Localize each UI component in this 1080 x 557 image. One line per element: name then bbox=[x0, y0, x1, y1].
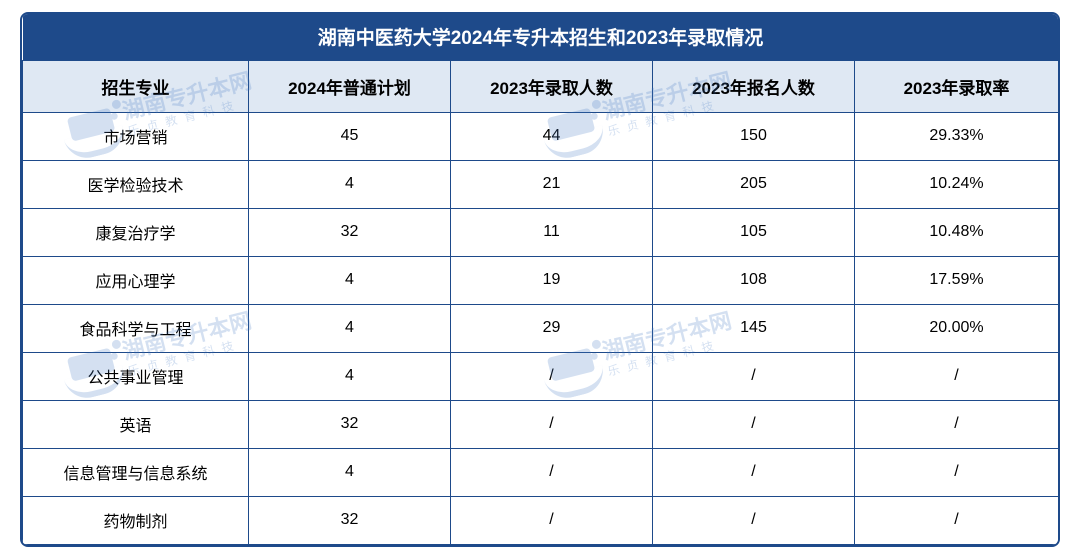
col-header-0: 招生专业 bbox=[23, 60, 249, 112]
table-head: 湖南中医药大学2024年专升本招生和2023年录取情况 招生专业 2024年普通… bbox=[23, 14, 1059, 112]
table-cell: / bbox=[855, 448, 1059, 496]
table-cell: 105 bbox=[653, 208, 855, 256]
table-cell: 英语 bbox=[23, 400, 249, 448]
table-row: 信息管理与信息系统4/// bbox=[23, 448, 1059, 496]
table-cell: / bbox=[653, 496, 855, 544]
table-cell: / bbox=[451, 496, 653, 544]
table-cell: / bbox=[451, 352, 653, 400]
table-cell: 康复治疗学 bbox=[23, 208, 249, 256]
table-cell: 20.00% bbox=[855, 304, 1059, 352]
table-cell: 32 bbox=[249, 400, 451, 448]
col-header-4: 2023年录取率 bbox=[855, 60, 1059, 112]
table-cell: 32 bbox=[249, 496, 451, 544]
table-cell: / bbox=[855, 352, 1059, 400]
table-cell: / bbox=[451, 448, 653, 496]
col-header-3: 2023年报名人数 bbox=[653, 60, 855, 112]
table-cell: 17.59% bbox=[855, 256, 1059, 304]
admission-table-container: 湖南中医药大学2024年专升本招生和2023年录取情况 招生专业 2024年普通… bbox=[22, 14, 1058, 545]
table-cell: / bbox=[451, 400, 653, 448]
table-cell: 药物制剂 bbox=[23, 496, 249, 544]
table-cell: 29 bbox=[451, 304, 653, 352]
table-cell: 44 bbox=[451, 112, 653, 160]
admission-table: 湖南中医药大学2024年专升本招生和2023年录取情况 招生专业 2024年普通… bbox=[22, 14, 1058, 545]
table-row: 食品科学与工程42914520.00% bbox=[23, 304, 1059, 352]
table-cell: 市场营销 bbox=[23, 112, 249, 160]
table-row: 医学检验技术42120510.24% bbox=[23, 160, 1059, 208]
table-cell: 29.33% bbox=[855, 112, 1059, 160]
col-header-1: 2024年普通计划 bbox=[249, 60, 451, 112]
table-cell: 10.48% bbox=[855, 208, 1059, 256]
table-row: 药物制剂32/// bbox=[23, 496, 1059, 544]
table-cell: 医学检验技术 bbox=[23, 160, 249, 208]
table-row: 公共事业管理4/// bbox=[23, 352, 1059, 400]
table-cell: 32 bbox=[249, 208, 451, 256]
table-cell: 公共事业管理 bbox=[23, 352, 249, 400]
title-row: 湖南中医药大学2024年专升本招生和2023年录取情况 bbox=[23, 14, 1059, 60]
table-row: 应用心理学41910817.59% bbox=[23, 256, 1059, 304]
table-cell: 108 bbox=[653, 256, 855, 304]
table-cell: 信息管理与信息系统 bbox=[23, 448, 249, 496]
table-cell: / bbox=[653, 400, 855, 448]
table-row: 英语32/// bbox=[23, 400, 1059, 448]
table-body: 市场营销454415029.33%医学检验技术42120510.24%康复治疗学… bbox=[23, 112, 1059, 544]
table-row: 康复治疗学321110510.48% bbox=[23, 208, 1059, 256]
table-cell: / bbox=[653, 448, 855, 496]
table-cell: 150 bbox=[653, 112, 855, 160]
table-cell: 4 bbox=[249, 352, 451, 400]
table-cell: 45 bbox=[249, 112, 451, 160]
table-cell: 145 bbox=[653, 304, 855, 352]
table-cell: / bbox=[855, 496, 1059, 544]
table-row: 市场营销454415029.33% bbox=[23, 112, 1059, 160]
table-cell: 4 bbox=[249, 160, 451, 208]
table-title: 湖南中医药大学2024年专升本招生和2023年录取情况 bbox=[23, 14, 1059, 60]
table-cell: 19 bbox=[451, 256, 653, 304]
table-cell: / bbox=[653, 352, 855, 400]
table-cell: 21 bbox=[451, 160, 653, 208]
table-cell: 食品科学与工程 bbox=[23, 304, 249, 352]
table-cell: 4 bbox=[249, 448, 451, 496]
table-cell: 205 bbox=[653, 160, 855, 208]
table-cell: 11 bbox=[451, 208, 653, 256]
col-header-2: 2023年录取人数 bbox=[451, 60, 653, 112]
header-row: 招生专业 2024年普通计划 2023年录取人数 2023年报名人数 2023年… bbox=[23, 60, 1059, 112]
table-cell: 应用心理学 bbox=[23, 256, 249, 304]
table-cell: 10.24% bbox=[855, 160, 1059, 208]
table-cell: 4 bbox=[249, 304, 451, 352]
table-cell: 4 bbox=[249, 256, 451, 304]
table-cell: / bbox=[855, 400, 1059, 448]
